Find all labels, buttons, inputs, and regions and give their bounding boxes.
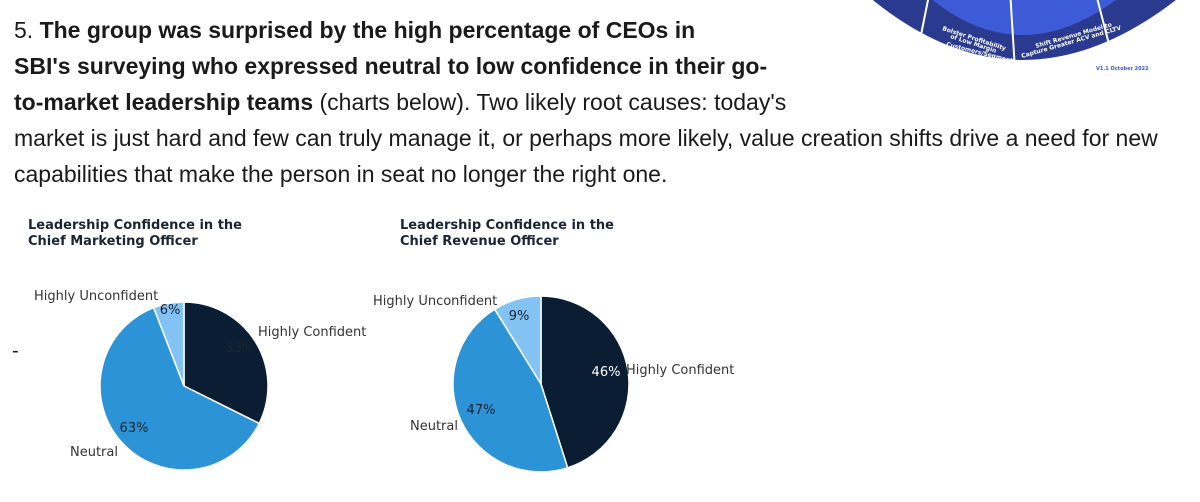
dash-marker: -	[12, 340, 19, 362]
cmo-category-label-highly-confident: Highly Confident	[258, 325, 366, 340]
cro-category-label-neutral: Neutral	[410, 419, 458, 434]
wheel-divider-2	[1009, 0, 1016, 71]
paragraph-line-2: SBI's surveying who expressed neutral to…	[14, 48, 1194, 84]
cro-category-label-highly-unconfident: Highly Unconfident	[373, 294, 497, 309]
cro-value-label-neutral: 47%	[467, 403, 496, 418]
bold-text-2: SBI's surveying who expressed neutral to…	[14, 53, 768, 79]
cmo-value-label-highly-confident: 33%	[226, 341, 255, 356]
cmo-slice-neutral	[99, 306, 261, 471]
framework-wheel-graphic: ...venue in ...st-Efficient Channels Bol…	[871, 0, 1176, 79]
wheel-inner	[932, 0, 1116, 35]
body-paragraph: 5. The group was surprised by the high p…	[14, 12, 1194, 192]
item-number: 5.	[14, 17, 34, 43]
paragraph-line-3: to-market leadership teams (charts below…	[14, 84, 1194, 120]
cro-slice-neutral	[452, 308, 569, 473]
paragraph-line-4: market is just hard and few can truly ma…	[14, 125, 1158, 151]
cro-value-label-highly-unconfident: 9%	[509, 309, 530, 324]
plain-text-3: (charts below). Two likely root causes: …	[313, 89, 787, 115]
cro-slice-highly-confident	[540, 295, 630, 469]
cmo-value-label-highly-unconfident: 6%	[160, 303, 181, 318]
paragraph-line-1: 5. The group was surprised by the high p…	[14, 12, 1194, 48]
cmo-chart-title: Leadership Confidence in the Chief Marke…	[28, 218, 242, 250]
cmo-category-label-highly-unconfident: Highly Unconfident	[34, 289, 158, 304]
paragraph-line-5: capabilities that make the person in sea…	[14, 161, 668, 187]
cmo-title-line-2: Chief Marketing Officer	[28, 234, 198, 249]
cro-chart-title: Leadership Confidence in the Chief Reven…	[400, 218, 614, 250]
wheel-version-label: V1.1 October 2022	[1096, 66, 1149, 72]
cro-slice-highly-unconfident	[493, 295, 542, 387]
cro-category-label-highly-confident: Highly Confident	[626, 363, 734, 378]
cmo-value-label-neutral: 63%	[120, 421, 149, 436]
cro-value-label-highly-confident: 46%	[592, 365, 621, 380]
bold-text-3: to-market leadership teams	[14, 89, 314, 115]
cro-title-line-2: Chief Revenue Officer	[400, 234, 559, 249]
cmo-category-label-neutral: Neutral	[70, 445, 118, 460]
cmo-slice-highly-confident	[183, 301, 269, 425]
wheel-divider-1	[917, 0, 930, 51]
wheel-divider-3	[1096, 0, 1113, 57]
cmo-slice-highly-unconfident	[152, 301, 185, 387]
bold-text-1: The group was surprised by the high perc…	[39, 17, 696, 43]
cro-title-line-1: Leadership Confidence in the	[400, 218, 614, 233]
cmo-title-line-1: Leadership Confidence in the	[28, 218, 242, 233]
